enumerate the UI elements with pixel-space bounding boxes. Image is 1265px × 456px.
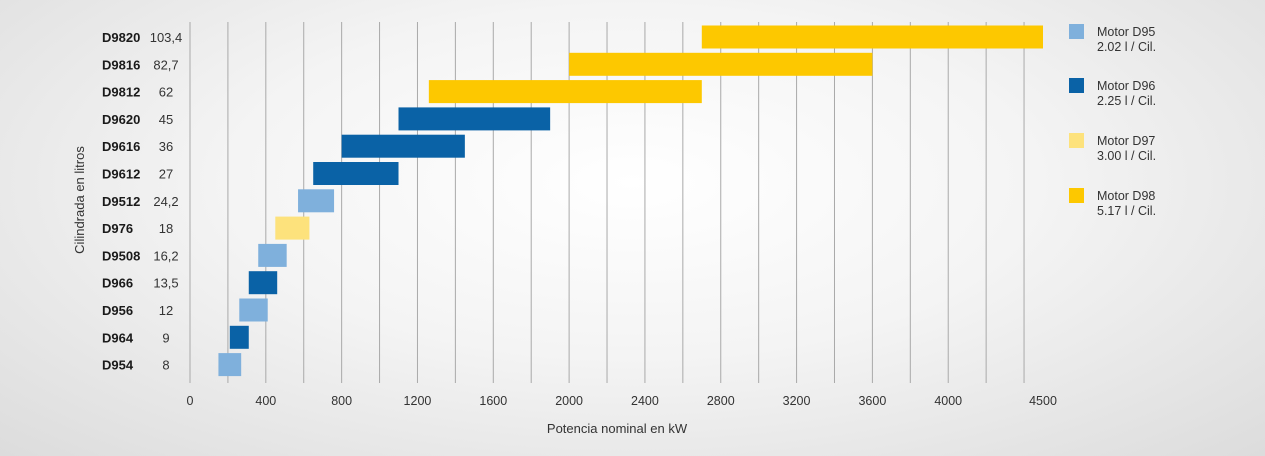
displacement-label: 13,5 [153,276,178,291]
x-tick-label: 1600 [479,394,507,408]
legend-sublabel: 2.02 l / Cil. [1097,40,1156,54]
power-range-bar [229,325,249,349]
x-tick-label: 3600 [858,394,886,408]
legend-label: Motor D96 [1097,79,1155,93]
engine-label: D964 [102,330,134,345]
engine-label: D9812 [102,85,140,100]
power-range-bar [313,162,399,185]
power-range-bar [218,353,242,377]
displacement-label: 27 [159,167,173,182]
x-tick-label: 2800 [707,394,735,408]
engine-label: D966 [102,276,133,291]
x-tick-label: 2000 [555,394,583,408]
power-range-bar [248,271,278,295]
legend-sublabel: 5.17 l / Cil. [1097,204,1156,218]
power-range-bar [258,243,287,267]
engine-label: D9820 [102,30,140,45]
legend-sublabel: 3.00 l / Cil. [1097,149,1156,163]
engine-label: D9816 [102,57,140,72]
x-tick-label: 1200 [404,394,432,408]
power-range-bar [239,298,268,322]
engine-label: D954 [102,358,134,373]
displacement-label: 103,4 [150,30,183,45]
x-tick-label: 4000 [934,394,962,408]
displacement-label: 16,2 [153,248,178,263]
x-tick-label: 0 [187,394,194,408]
power-range-bar [701,25,1043,49]
x-tick-label: 400 [255,394,276,408]
engine-label: D9512 [102,194,140,209]
power-range-bar [428,80,702,104]
legend-swatch [1069,24,1084,39]
engine-label: D976 [102,221,133,236]
displacement-label: 24,2 [153,194,178,209]
legend-swatch [1069,78,1084,93]
legend-label: Motor D97 [1097,134,1155,148]
displacement-label: 45 [159,112,173,127]
power-range-bar [569,52,873,76]
x-tick-label: 2400 [631,394,659,408]
legend-swatch [1069,188,1084,203]
legend-label: Motor D98 [1097,189,1155,203]
engine-label: D9620 [102,112,140,127]
x-tick-label: 4500 [1029,394,1057,408]
legend-swatch [1069,133,1084,148]
displacement-label: 18 [159,221,173,236]
displacement-label: 82,7 [153,57,178,72]
x-tick-label: 3200 [783,394,811,408]
power-range-bar [398,107,551,131]
engine-label: D956 [102,303,133,318]
engine-label: D9612 [102,167,140,182]
displacement-label: 12 [159,303,173,318]
y-axis-title: Cilindrada en litros [72,146,87,254]
engine-label: D9508 [102,248,140,263]
displacement-label: 36 [159,139,173,154]
power-range-bar [298,189,335,213]
power-range-bar [341,134,465,158]
displacement-label: 9 [162,330,169,345]
displacement-label: 62 [159,85,173,100]
legend-sublabel: 2.25 l / Cil. [1097,94,1156,108]
engine-label: D9616 [102,139,140,154]
displacement-label: 8 [162,358,169,373]
x-axis-title: Potencia nominal en kW [547,421,688,436]
x-tick-label: 800 [331,394,352,408]
legend-label: Motor D95 [1097,25,1155,39]
power-range-bar [275,216,310,240]
